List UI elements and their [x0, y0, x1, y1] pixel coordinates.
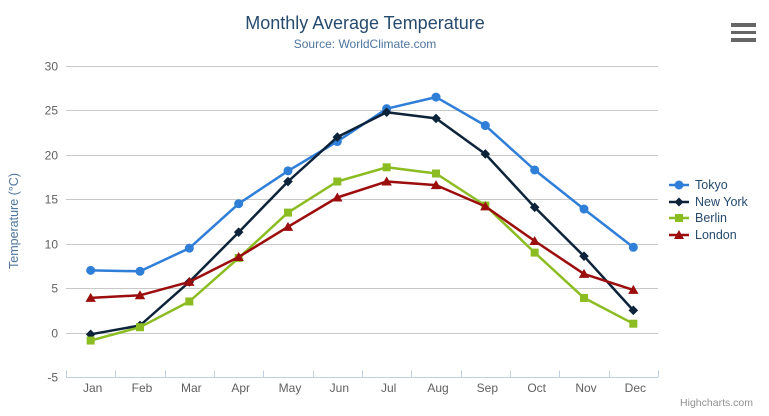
y-axis-label: 10	[45, 238, 59, 252]
triangle-series-symbol	[669, 229, 689, 239]
data-point-marker-london[interactable]	[233, 252, 244, 262]
y-axis-title: Temperature (°C)	[7, 173, 21, 269]
data-point-marker-tokyo[interactable]	[579, 204, 589, 214]
chart-context-menu-button[interactable]	[731, 20, 759, 45]
legend-label: Tokyo	[695, 178, 728, 193]
legend-label: New York	[695, 194, 748, 209]
data-point-marker-berlin[interactable]	[580, 293, 588, 302]
data-point-marker-london[interactable]	[430, 180, 442, 190]
data-point-marker-new-york[interactable]	[332, 132, 343, 142]
x-axis-label: Jun	[330, 381, 349, 395]
data-point-marker-berlin[interactable]	[136, 323, 144, 332]
diamond-series-symbol	[669, 197, 689, 207]
data-point-marker-tokyo[interactable]	[135, 266, 145, 276]
data-point-marker-london[interactable]	[381, 176, 392, 186]
chart-subtitle: Source: WorldClimate.com	[293, 37, 437, 51]
y-axis-label: 0	[51, 327, 58, 341]
series-line-new-york[interactable]	[89, 110, 635, 336]
data-point-marker-tokyo[interactable]	[628, 242, 638, 252]
data-point-marker-tokyo[interactable]	[86, 265, 96, 275]
data-point-marker-tokyo[interactable]	[234, 199, 244, 209]
data-point-marker-london[interactable]	[85, 292, 96, 302]
data-point-marker-tokyo[interactable]	[480, 121, 490, 131]
y-axis-label: 5	[51, 282, 58, 296]
legend-item-tokyo[interactable]: Tokyo	[668, 177, 748, 194]
legend-item-london[interactable]: London	[668, 227, 748, 244]
data-point-marker-london[interactable]	[480, 201, 491, 211]
data-point-marker-new-york[interactable]	[529, 202, 540, 213]
y-axis-label: 15	[45, 193, 59, 207]
data-point-marker-new-york[interactable]	[283, 176, 293, 187]
data-point-marker-london[interactable]	[529, 236, 540, 246]
x-axis-label: Aug	[427, 381, 448, 395]
series-line-tokyo[interactable]	[89, 95, 635, 273]
data-point-marker-london[interactable]	[134, 290, 146, 300]
data-point-marker-berlin[interactable]	[432, 169, 440, 178]
x-axis-label: Dec	[625, 381, 646, 395]
data-point-marker-new-york[interactable]	[381, 107, 392, 118]
data-point-marker-berlin[interactable]	[629, 319, 638, 328]
legend-label: London	[695, 227, 737, 242]
data-point-marker-new-york[interactable]	[628, 305, 639, 316]
data-point-marker-tokyo[interactable]	[431, 92, 441, 102]
data-point-marker-berlin[interactable]	[284, 208, 292, 217]
x-axis-label: Sep	[477, 381, 499, 395]
data-point-marker-berlin[interactable]	[382, 163, 391, 172]
legend-item-new-york[interactable]: New York	[668, 194, 748, 211]
data-point-marker-new-york[interactable]	[233, 227, 244, 237]
x-axis-label: Nov	[575, 381, 596, 395]
data-point-marker-berlin[interactable]	[185, 297, 194, 306]
data-point-marker-new-york[interactable]	[431, 113, 441, 124]
series-line-berlin[interactable]	[89, 166, 635, 342]
x-axis-label: Jan	[83, 381, 102, 395]
data-point-marker-tokyo[interactable]	[283, 166, 293, 176]
series-line-london[interactable]	[89, 180, 635, 300]
data-point-marker-tokyo[interactable]	[530, 165, 540, 175]
hamburger-icon	[731, 23, 756, 27]
x-axis-label: Mar	[181, 381, 202, 395]
data-point-marker-london[interactable]	[578, 268, 590, 278]
data-point-marker-tokyo[interactable]	[184, 243, 194, 253]
legend-label: Berlin	[695, 211, 727, 226]
square-series-symbol	[669, 214, 689, 223]
x-axis-label: Apr	[231, 381, 250, 395]
data-point-marker-berlin[interactable]	[86, 336, 95, 345]
data-point-marker-london[interactable]	[628, 284, 639, 294]
hamburger-icon	[731, 30, 756, 35]
y-axis-label: 20	[45, 149, 59, 163]
hamburger-icon	[731, 38, 756, 42]
legend: Tokyo New York Berlin London	[668, 177, 748, 243]
x-axis-label: Oct	[527, 381, 546, 395]
x-axis-label: Jul	[381, 381, 396, 395]
y-axis-label: -5	[47, 371, 58, 385]
circle-series-symbol	[669, 180, 689, 190]
data-point-marker-london[interactable]	[282, 221, 294, 231]
data-point-marker-berlin[interactable]	[530, 248, 539, 257]
y-axis-label: 30	[45, 60, 59, 74]
data-point-marker-new-york[interactable]	[579, 251, 589, 261]
credits-link[interactable]: Highcharts.com	[680, 397, 753, 409]
data-point-marker-berlin[interactable]	[333, 177, 342, 186]
y-axis-label: 25	[45, 104, 59, 118]
chart-title: Monthly Average Temperature	[245, 13, 485, 33]
x-axis-label: May	[279, 381, 302, 395]
data-point-marker-london[interactable]	[332, 192, 343, 202]
x-axis-label: Feb	[132, 381, 153, 395]
data-point-marker-london[interactable]	[184, 276, 195, 286]
legend-item-berlin[interactable]: Berlin	[668, 210, 748, 227]
data-point-marker-new-york[interactable]	[480, 149, 491, 159]
